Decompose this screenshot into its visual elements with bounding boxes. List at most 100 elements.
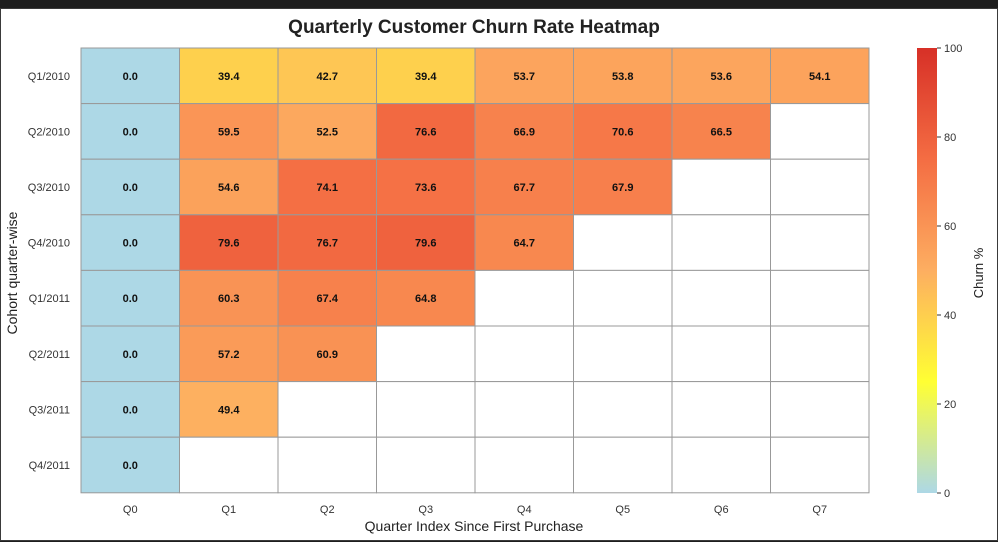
y-tick-label: Q3/2011 [29, 404, 70, 416]
heatmap-cell [770, 214, 870, 271]
cell-value-label: 42.7 [317, 71, 338, 83]
colorbar-tick-label: 40 [944, 310, 956, 322]
cell-value-label: 76.6 [415, 126, 436, 138]
colorbar [917, 48, 937, 493]
heatmap-cell [376, 325, 476, 383]
heatmap-cell [770, 158, 870, 216]
heatmap-cell [671, 214, 771, 271]
heatmap-cell [474, 325, 574, 383]
cell-value-label: 67.7 [514, 182, 535, 194]
heatmap-cell [376, 436, 476, 494]
cell-value-label: 53.8 [612, 71, 633, 83]
heatmap-cell [277, 47, 377, 105]
cell-value-label: 74.1 [317, 182, 338, 194]
x-tick-label: Q1 [221, 504, 236, 516]
chart-frame: Quarterly Customer Churn Rate Heatmap 0.… [0, 8, 998, 541]
cell-value-label: 0.0 [123, 182, 138, 194]
heatmap-cell [573, 269, 673, 327]
heatmap-cell [770, 381, 870, 438]
colorbar-label: Churn % [971, 247, 986, 298]
heatmap-cell [573, 381, 673, 438]
heatmap-cell [573, 103, 673, 160]
heatmap-cell [573, 158, 673, 216]
heatmap-cell [179, 269, 279, 327]
heatmap-chart: Quarterly Customer Churn Rate Heatmap 0.… [4, 17, 986, 534]
x-tick-label: Q3 [418, 504, 433, 516]
heatmap-cell [277, 158, 377, 216]
y-axis-label: Cohort quarter-wise [4, 211, 20, 334]
y-tick-label: Q2/2011 [29, 349, 70, 361]
heatmap-cell [573, 325, 673, 383]
y-tick-label: Q4/2010 [28, 238, 70, 250]
heatmap-cell [671, 269, 771, 327]
heatmap-cell [376, 214, 476, 271]
heatmap-cell [179, 47, 279, 105]
heatmap-cell [376, 158, 476, 216]
heatmap-cell [376, 381, 476, 438]
cell-value-label: 39.4 [415, 71, 437, 83]
heatmap-cell [277, 381, 377, 438]
cell-value-label: 49.4 [218, 404, 240, 416]
cell-value-label: 66.9 [514, 126, 535, 138]
heatmap-cells: 0.0 39.4 42.7 39.4 53.7 53.8 53.6 54.1 0.0 59.5 52… [80, 47, 870, 494]
heatmap-cell [573, 436, 673, 494]
cell-value-label: 64.8 [415, 293, 436, 305]
x-tick-label: Q0 [123, 504, 138, 516]
heatmap-cell [277, 436, 377, 494]
y-tick-label: Q4/2011 [29, 460, 70, 472]
cell-value-label: 60.9 [317, 349, 338, 361]
heatmap-cell [376, 47, 476, 105]
heatmap-cell [474, 269, 574, 327]
heatmap-cell [573, 214, 673, 271]
cell-value-label: 79.6 [218, 238, 239, 250]
cell-value-label: 67.4 [317, 293, 339, 305]
colorbar-ticks: 0 20 40 60 80 100 [937, 43, 962, 500]
cell-value-label: 0.0 [123, 460, 138, 472]
heatmap-cell [80, 325, 180, 383]
heatmap-cell [474, 436, 574, 494]
cell-value-label: 79.6 [415, 238, 436, 250]
y-tick-label: Q1/2011 [29, 293, 70, 305]
heatmap-cell [80, 436, 180, 494]
heatmap-cell [770, 47, 870, 105]
cell-value-label: 59.5 [218, 126, 239, 138]
colorbar-tick-label: 20 [944, 399, 956, 411]
heatmap-cell [770, 269, 870, 327]
cell-value-label: 54.1 [809, 71, 830, 83]
cell-value-label: 54.6 [218, 182, 239, 194]
colorbar-tick-label: 0 [944, 488, 950, 500]
heatmap-cell [770, 436, 870, 494]
cell-value-label: 57.2 [218, 349, 239, 361]
x-tick-labels: Q0 Q1 Q2 Q3 Q4 Q5 Q6 Q7 [123, 504, 827, 516]
colorbar-tick-label: 60 [944, 221, 956, 233]
cell-value-label: 0.0 [123, 238, 138, 250]
cell-value-label: 0.0 [123, 71, 138, 83]
cell-value-label: 53.6 [711, 71, 732, 83]
colorbar-tick-label: 80 [944, 132, 956, 144]
cell-value-label: 0.0 [123, 126, 138, 138]
heatmap-cell [80, 269, 180, 327]
x-tick-label: Q7 [812, 504, 827, 516]
cell-value-label: 0.0 [123, 293, 138, 305]
chart-title: Quarterly Customer Churn Rate Heatmap [288, 17, 660, 38]
heatmap-cell [179, 158, 279, 216]
heatmap-cell [179, 103, 279, 160]
y-tick-label: Q3/2010 [28, 182, 70, 194]
heatmap-cell [179, 436, 279, 494]
colorbar-tick-label: 100 [944, 43, 962, 55]
heatmap-cell [80, 158, 180, 216]
heatmap-cell [573, 47, 673, 105]
heatmap-cell [179, 381, 279, 438]
cell-value-label: 73.6 [415, 182, 436, 194]
heatmap-cell [474, 158, 574, 216]
x-tick-label: Q6 [714, 504, 729, 516]
cell-value-label: 76.7 [317, 238, 338, 250]
heatmap-cell [671, 158, 771, 216]
x-axis-label: Quarter Index Since First Purchase [365, 518, 584, 534]
cell-value-label: 0.0 [123, 349, 138, 361]
heatmap-cell [80, 214, 180, 271]
cell-value-label: 39.4 [218, 71, 240, 83]
heatmap-cell [671, 325, 771, 383]
cell-value-label: 64.7 [514, 238, 535, 250]
heatmap-cell [179, 214, 279, 271]
